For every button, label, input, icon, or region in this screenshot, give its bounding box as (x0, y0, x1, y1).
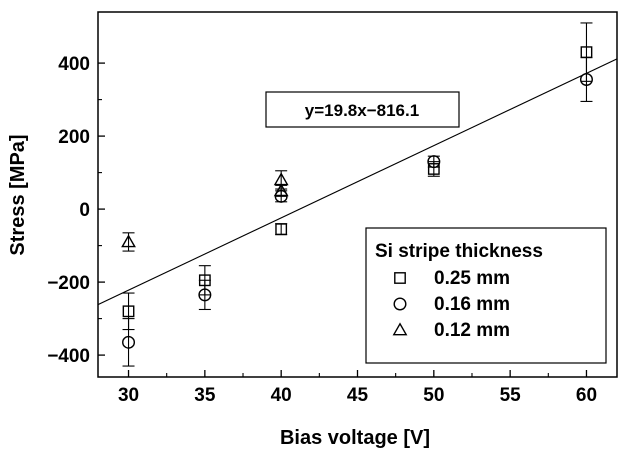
error-bars-layer (122, 22, 593, 367)
x-tick-label-50: 50 (423, 385, 444, 406)
x-tick-label-60: 60 (576, 385, 597, 406)
data-point-0-25-mm-3 (427, 163, 440, 175)
data-point-0-12-mm-0 (121, 234, 136, 248)
markers-layer (121, 46, 593, 349)
data-point-0-16-mm-2 (274, 189, 288, 203)
fit-line-layer (98, 58, 617, 306)
data-point-0-16-mm-0 (122, 335, 136, 349)
legend-label-circle: 0.16 mm (434, 294, 510, 315)
y-tick-label-400: 400 (58, 54, 90, 75)
legend-marker-square (394, 272, 406, 284)
y-tick-label-0: 0 (79, 200, 90, 221)
data-point-0-16-mm-1 (198, 288, 212, 302)
legend-title: Si stripe thickness (375, 241, 543, 262)
y-axis-title: Stress [MPa] (7, 134, 29, 255)
data-point-0-25-mm-4 (580, 46, 593, 59)
x-axis-title: Bias voltage [V] (280, 427, 430, 449)
data-point-0-16-mm-3 (427, 155, 441, 169)
legend: Si stripe thickness 0.25 mm 0.16 mm 0.12 m… (365, 227, 607, 364)
error-bar-0-16-mm-0 (122, 318, 135, 367)
y-tick-label--400: −400 (47, 346, 90, 367)
legend-label-triangle: 0.12 mm (434, 320, 510, 341)
data-point-0-25-mm-2 (275, 223, 288, 236)
fit-equation-label: y=19.8x−816.1 (305, 101, 419, 120)
fit-line (98, 58, 617, 306)
legend-marker-circle (393, 297, 407, 311)
x-tick-label-40: 40 (271, 385, 292, 406)
y-tick-label--200: −200 (47, 273, 90, 294)
legend-box (365, 227, 607, 364)
legend-marker-triangle (392, 322, 408, 336)
axes-layer: 30 35 40 45 50 55 60 −400 −200 0 200 400 (47, 54, 597, 406)
data-point-0-25-mm-0 (122, 305, 135, 318)
data-point-0-16-mm-4 (579, 73, 593, 87)
y-tick-label-200: 200 (58, 127, 90, 148)
error-bar-0-16-mm-4 (580, 57, 593, 102)
fit-equation-box: y=19.8x−816.1 (265, 91, 460, 128)
x-tick-label-30: 30 (118, 385, 139, 406)
data-point-0-25-mm-1 (198, 274, 211, 287)
data-point-0-12-mm-2 (273, 183, 289, 197)
x-tick-label-35: 35 (194, 385, 216, 406)
error-bar-0-25-mm-2 (275, 223, 288, 236)
x-tick-label-55: 55 (500, 385, 522, 406)
legend-label-square: 0.25 mm (434, 268, 510, 289)
x-tick-label-45: 45 (347, 385, 369, 406)
